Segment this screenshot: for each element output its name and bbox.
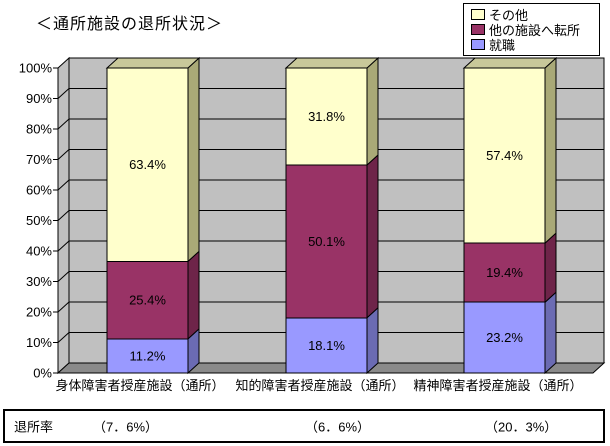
y-axis-label: 60% bbox=[26, 183, 52, 198]
y-axis-label: 80% bbox=[26, 122, 52, 137]
bar-segment-label: 57.4% bbox=[486, 148, 523, 163]
y-axis-label: 70% bbox=[26, 152, 52, 167]
bar-segment-side bbox=[544, 231, 557, 304]
bar-segment-label: 25.4% bbox=[129, 293, 166, 308]
legend-item-label: その他 bbox=[489, 8, 529, 23]
y-axis-label: 50% bbox=[26, 213, 52, 228]
legend-item: その他 bbox=[471, 7, 597, 23]
exit-rate-value: （20．3%） bbox=[485, 419, 558, 435]
bar-segment-side bbox=[544, 291, 557, 375]
gridline-wall-connector bbox=[57, 240, 70, 252]
y-axis-label: 0% bbox=[33, 366, 52, 381]
category-label: 身体障害者授産施設（通所） bbox=[55, 378, 224, 393]
category-label: 精神障害者授産施設（通所） bbox=[413, 378, 582, 393]
bar-segment-side bbox=[187, 56, 200, 263]
gridline-wall-connector bbox=[57, 332, 70, 343]
bar-segment bbox=[106, 338, 189, 374]
bar-segment-side bbox=[544, 56, 557, 245]
gridline-wall-connector bbox=[57, 271, 70, 282]
legend-item: 就職 bbox=[471, 37, 597, 53]
y-axis-label: 30% bbox=[26, 274, 52, 289]
bar-segment-side bbox=[366, 153, 379, 319]
gridline-wall-connector bbox=[57, 88, 70, 99]
bar-segment-side bbox=[366, 306, 379, 375]
gridline-wall-connector bbox=[57, 118, 70, 130]
legend-item-label: 就職 bbox=[489, 38, 516, 53]
bar-segment-side bbox=[187, 250, 200, 340]
legend-swatch-other bbox=[471, 9, 485, 20]
gridline-wall-connector bbox=[57, 301, 70, 313]
bar-segment-label: 63.4% bbox=[129, 157, 166, 172]
y-axis-label: 100% bbox=[19, 61, 53, 76]
legend: その他 他の施設へ転所 就職 bbox=[463, 3, 600, 56]
bar-segment-label: 50.1% bbox=[308, 234, 345, 249]
bar-segment bbox=[463, 242, 546, 303]
gridline-wall-connector bbox=[57, 149, 70, 160]
bar-top-face bbox=[284, 57, 380, 69]
bar-segment bbox=[285, 67, 368, 166]
bar-segment bbox=[463, 67, 546, 244]
bar-segment-label: 11.2% bbox=[130, 348, 166, 363]
gridline-wall-connector bbox=[57, 210, 70, 221]
chart-title: ＜通所施設の退所状況＞ bbox=[36, 16, 224, 33]
exit-rate-table: 退所率 （7．6%） （6．6%） （20．3%） bbox=[3, 409, 605, 443]
bar-segment bbox=[285, 164, 368, 319]
bar-segment-label: 18.1% bbox=[308, 338, 345, 353]
bar-segment bbox=[106, 67, 189, 262]
y-axis-label: 90% bbox=[26, 91, 52, 106]
category-label: 知的障害者授産施設（通所） bbox=[235, 378, 404, 393]
bar-segment-label: 19.4% bbox=[486, 265, 523, 280]
bar-segment-label: 31.8% bbox=[308, 109, 345, 124]
legend-item: 他の施設へ転所 bbox=[471, 22, 597, 38]
exit-rate-value: （6．6%） bbox=[305, 419, 371, 435]
stacked-bar-3d-chart: 0% 10% 20% 30% 40% 50% 60% 70% 80% 90% 100% 11.2% 25… bbox=[19, 56, 606, 393]
bar-segment bbox=[106, 260, 189, 340]
bar-segment-side bbox=[366, 56, 379, 167]
y-axis-label: 40% bbox=[26, 244, 52, 259]
bar-segment bbox=[463, 301, 546, 374]
exit-rate-label: 退所率 bbox=[14, 419, 54, 435]
legend-swatch-transfer bbox=[471, 24, 485, 35]
legend-swatch-employment bbox=[471, 39, 485, 50]
y-axis-label: 10% bbox=[26, 335, 52, 350]
bar-segment bbox=[285, 317, 368, 374]
bar-top-face bbox=[105, 57, 201, 69]
gridline-wall-connector bbox=[57, 179, 70, 191]
bar-segment-label: 23.2% bbox=[486, 330, 523, 345]
bar-top-face bbox=[462, 57, 558, 69]
exit-rate-value: （7．6%） bbox=[93, 419, 159, 435]
y-axis-label: 20% bbox=[26, 305, 52, 320]
legend-item-label: 他の施設へ転所 bbox=[489, 23, 581, 38]
